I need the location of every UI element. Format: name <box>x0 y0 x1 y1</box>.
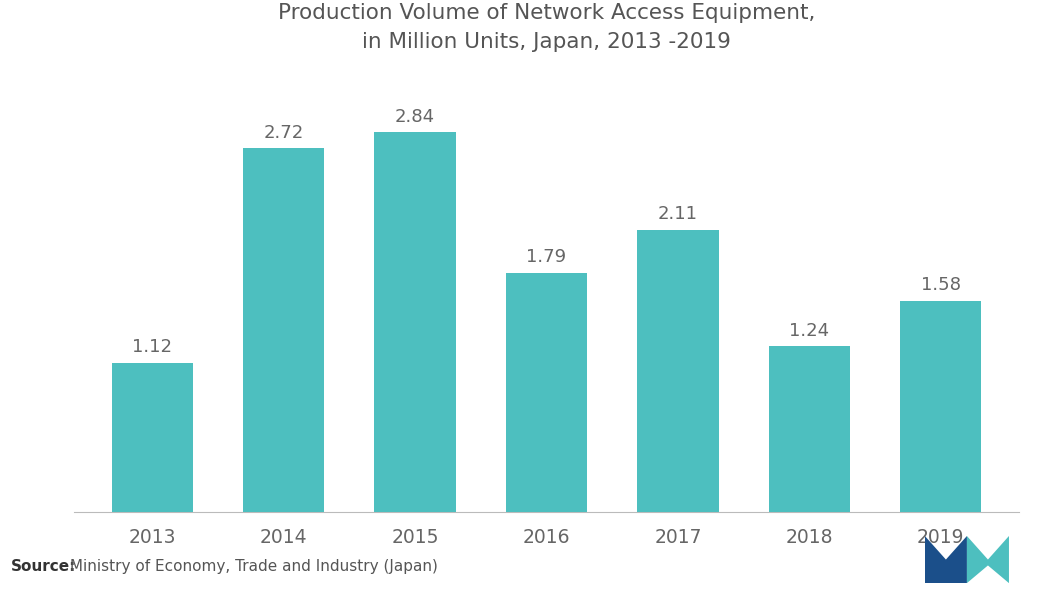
Title: Production Volume of Network Access Equipment,
in Million Units, Japan, 2013 -20: Production Volume of Network Access Equi… <box>277 3 816 52</box>
Bar <box>506 273 588 512</box>
Text: Source:: Source: <box>11 560 76 574</box>
Text: 1.79: 1.79 <box>527 248 566 266</box>
Text: 1.58: 1.58 <box>921 276 961 294</box>
Bar <box>637 230 719 512</box>
Bar <box>768 346 850 512</box>
Text: 2.84: 2.84 <box>395 108 435 125</box>
Polygon shape <box>967 536 1009 583</box>
Bar <box>111 362 193 512</box>
Text: 1.12: 1.12 <box>132 338 172 356</box>
Text: 2.72: 2.72 <box>264 124 304 141</box>
Bar <box>243 148 325 512</box>
Bar <box>374 133 456 512</box>
Polygon shape <box>925 536 967 583</box>
Text: Ministry of Economy, Trade and Industry (Japan): Ministry of Economy, Trade and Industry … <box>65 560 438 574</box>
Text: 1.24: 1.24 <box>789 322 829 340</box>
Text: 2.11: 2.11 <box>658 206 698 223</box>
Bar <box>900 301 982 512</box>
